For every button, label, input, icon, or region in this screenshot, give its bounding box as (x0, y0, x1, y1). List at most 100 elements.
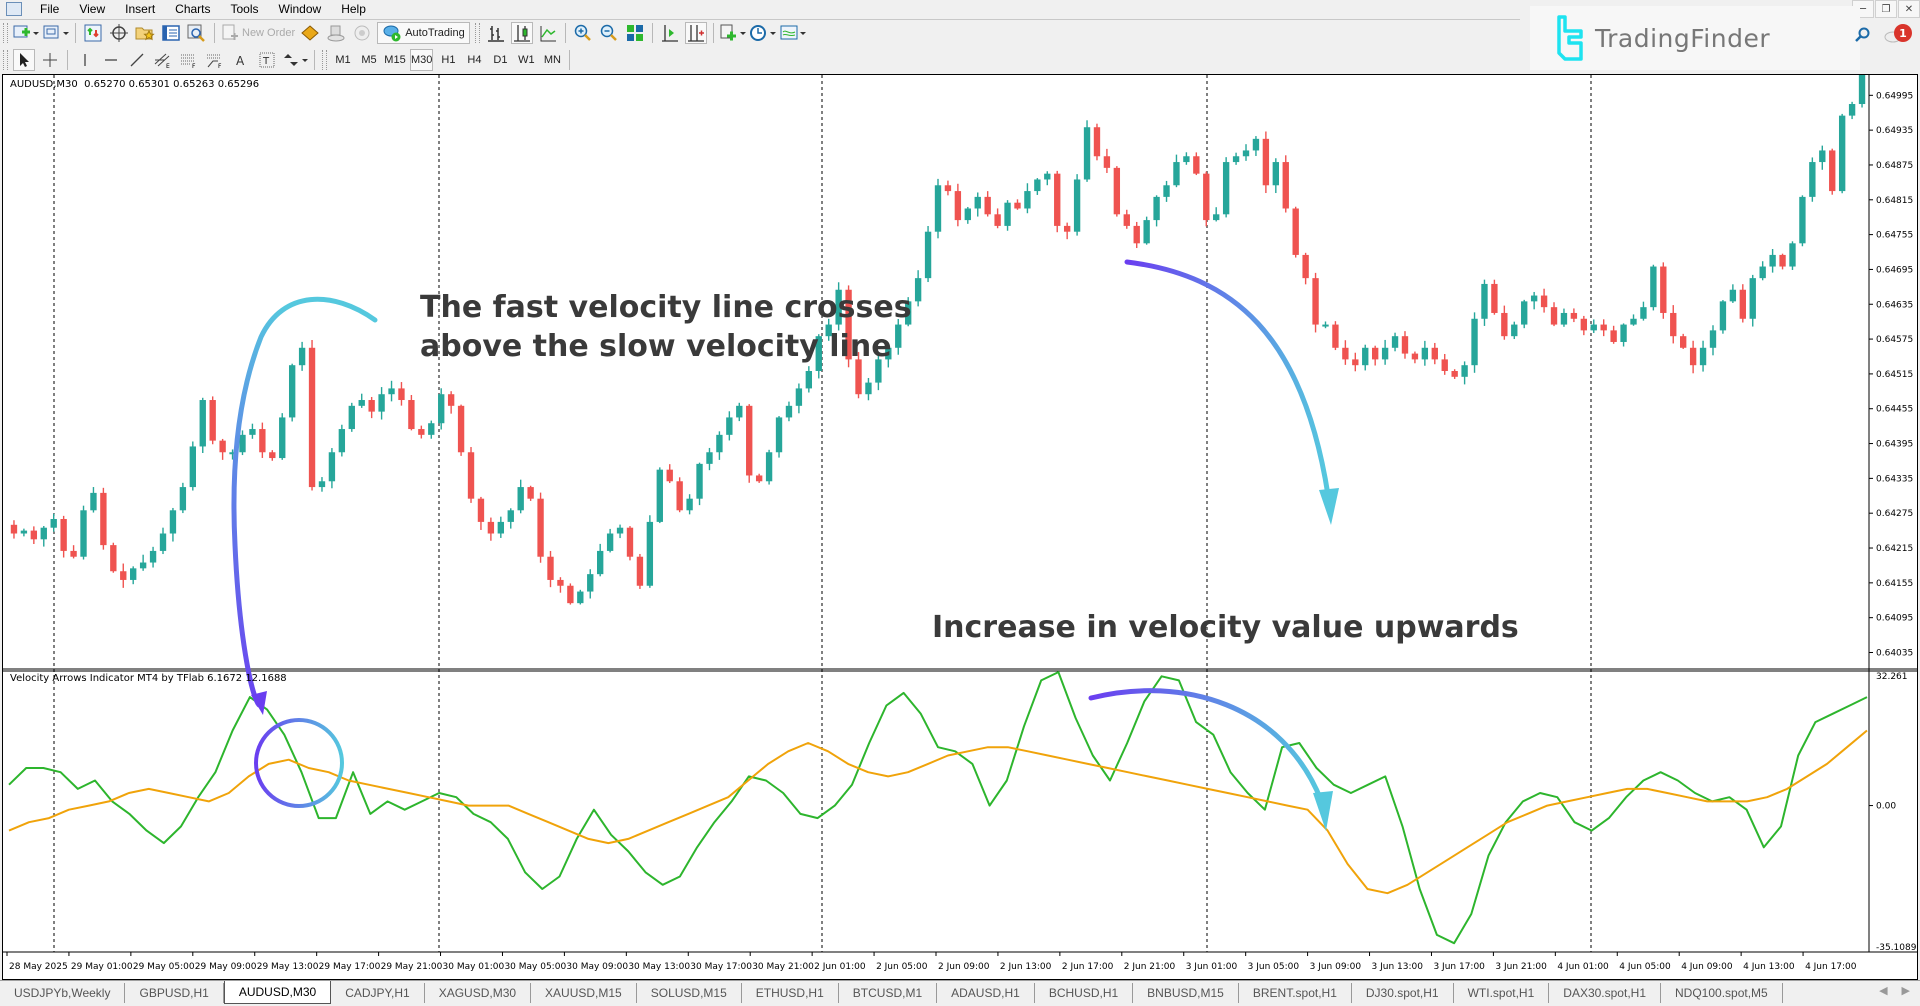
tab-bchusd-h1[interactable]: BCHUSD,H1 (1035, 983, 1134, 1003)
tab-usdjpyb-weekly[interactable]: USDJPYb,Weekly (0, 983, 126, 1003)
trendline-button[interactable] (126, 49, 148, 71)
zoom-in-button[interactable] (572, 22, 594, 44)
candlestick-chart-button[interactable] (510, 22, 533, 44)
tab-adausd-h1[interactable]: ADAUSD,H1 (937, 983, 1035, 1003)
chart-tabs: USDJPYb,Weekly GBPUSD,H1 AUDUSD,M30 CADJPY,… (0, 980, 1920, 1006)
timeframe-mn[interactable]: MN (543, 54, 561, 66)
svg-text:2 Jun 09:00: 2 Jun 09:00 (938, 962, 990, 972)
tab-navigation: ◀ ▶ (1879, 984, 1910, 997)
timeframe-h4[interactable]: H4 (467, 54, 482, 66)
menu-tools[interactable]: Tools (230, 1, 259, 16)
svg-text:0.64035: 0.64035 (1876, 648, 1913, 658)
autotrading-robot-icon (383, 25, 401, 42)
tab-bnbusd-m15[interactable]: BNBUSD,M15 (1133, 983, 1239, 1003)
chart-shift-button[interactable] (659, 22, 681, 44)
line-chart-button[interactable] (537, 22, 559, 44)
timeframe-m15[interactable]: M15 (384, 54, 406, 66)
arrows-button[interactable] (282, 49, 308, 71)
text-label-button[interactable]: T (256, 49, 278, 71)
menu-insert[interactable]: Insert (125, 1, 156, 16)
timeframe-m1[interactable]: M1 (335, 54, 351, 66)
restore-button[interactable]: ❐ (1875, 0, 1897, 18)
text-button[interactable]: A (230, 49, 252, 71)
text-label-icon: T (259, 52, 275, 68)
tab-ndq100-spot-m5[interactable]: NDQ100.spot,M5 (1661, 983, 1783, 1003)
tab-dax30-spot-h1[interactable]: DAX30.spot,H1 (1549, 983, 1661, 1003)
terminal-button[interactable] (160, 22, 182, 44)
search-icon[interactable] (1854, 27, 1870, 43)
autoscroll-icon (687, 25, 704, 42)
timeframe-d1[interactable]: D1 (493, 54, 508, 66)
svg-text:F: F (218, 63, 222, 68)
profiles-button[interactable] (43, 22, 69, 44)
tab-scroll-left-icon[interactable]: ◀ (1879, 984, 1888, 997)
indicators-button[interactable] (720, 22, 746, 44)
metaeditor-button[interactable] (299, 22, 321, 44)
svg-text:0.64515: 0.64515 (1876, 370, 1913, 380)
timeframe-m5[interactable]: M5 (361, 54, 377, 66)
timeframe-m30[interactable]: M30 (410, 49, 434, 71)
svg-text:30 May 13:00: 30 May 13:00 (628, 962, 690, 972)
close-button[interactable]: ✕ (1898, 0, 1920, 18)
tab-xauusd-m15[interactable]: XAUUSD,M15 (531, 983, 637, 1003)
zoom-out-button[interactable] (598, 22, 620, 44)
notifications-button[interactable]: 1 (1884, 24, 1912, 46)
tab-btcusd-m1[interactable]: BTCUSD,M1 (839, 983, 938, 1003)
standard-toolbar: New Order AutoTrading (0, 19, 1520, 46)
fibonacci-button[interactable]: F (178, 49, 200, 71)
svg-text:0.64815: 0.64815 (1876, 196, 1913, 206)
svg-text:2 Jun 01:00: 2 Jun 01:00 (814, 962, 866, 972)
cursor-button[interactable] (13, 49, 35, 71)
indicator-label: Velocity Arrows Indicator MT4 by TFlab 6… (10, 673, 287, 684)
tab-audusd-m30[interactable]: AUDUSD,M30 (223, 981, 332, 1004)
tab-brent-spot-h1[interactable]: BRENT.spot,H1 (1239, 983, 1352, 1003)
fibo-fan-button[interactable]: F (204, 49, 226, 71)
community-button[interactable] (325, 22, 347, 44)
tester-magnifier-icon (187, 24, 205, 42)
tab-dj30-spot-h1[interactable]: DJ30.spot,H1 (1352, 983, 1454, 1003)
horizontal-line-button[interactable] (100, 49, 122, 71)
svg-text:0.64215: 0.64215 (1876, 544, 1913, 554)
svg-text:2 Jun 21:00: 2 Jun 21:00 (1124, 962, 1176, 972)
market-watch-button[interactable] (82, 22, 104, 44)
tab-cadjpy-h1[interactable]: CADJPY,H1 (331, 983, 425, 1003)
timeframe-w1[interactable]: W1 (518, 54, 535, 66)
tab-xagusd-m30[interactable]: XAGUSD,M30 (425, 983, 532, 1003)
tab-gbpusd-h1[interactable]: GBPUSD,H1 (125, 983, 224, 1003)
svg-text:T: T (262, 56, 270, 67)
navigator-button[interactable] (134, 22, 156, 44)
periods-button[interactable] (749, 22, 776, 44)
menu-charts[interactable]: Charts (175, 1, 211, 16)
svg-text:-35.1089: -35.1089 (1876, 943, 1917, 953)
autotrading-button[interactable]: AutoTrading (377, 22, 470, 44)
chart-canvas[interactable]: 0.64995 0.64935 0.64875 0.64815 0.64755 0.646… (3, 75, 1917, 979)
tab-wti-spot-h1[interactable]: WTI.spot,H1 (1454, 983, 1550, 1003)
crosshair-button[interactable] (39, 49, 61, 71)
templates-button[interactable] (780, 22, 806, 44)
tile-windows-button[interactable] (624, 22, 646, 44)
tab-solusd-m15[interactable]: SOLUSD,M15 (637, 983, 742, 1003)
menu-file[interactable]: File (40, 1, 60, 16)
data-window-button[interactable] (108, 22, 130, 44)
chart-window[interactable]: 0.64995 0.64935 0.64875 0.64815 0.64755 0.646… (2, 74, 1918, 980)
bar-chart-button[interactable] (485, 22, 507, 44)
signals-button[interactable] (351, 22, 373, 44)
toolbar-grip[interactable] (3, 23, 8, 43)
indicators-add-icon (720, 24, 746, 41)
menu-help[interactable]: Help (341, 1, 366, 16)
autoscroll-button[interactable] (684, 22, 707, 44)
vertical-line-button[interactable] (74, 49, 96, 71)
strategy-tester-button[interactable] (186, 22, 208, 44)
channel-icon: E (154, 53, 170, 68)
new-chart-button[interactable] (13, 22, 39, 44)
tab-scroll-right-icon[interactable]: ▶ (1901, 984, 1910, 997)
svg-text:3 Jun 13:00: 3 Jun 13:00 (1372, 962, 1424, 972)
timeframe-h1[interactable]: H1 (441, 54, 456, 66)
equidistant-channel-button[interactable]: E (152, 49, 174, 71)
new-order-button[interactable]: New Order (221, 22, 295, 44)
top-right-tools: 1 (1854, 24, 1912, 46)
svg-text:0.64755: 0.64755 (1876, 231, 1913, 241)
menu-window[interactable]: Window (278, 1, 322, 16)
tab-ethusd-h1[interactable]: ETHUSD,H1 (742, 983, 839, 1003)
menu-view[interactable]: View (79, 1, 106, 16)
